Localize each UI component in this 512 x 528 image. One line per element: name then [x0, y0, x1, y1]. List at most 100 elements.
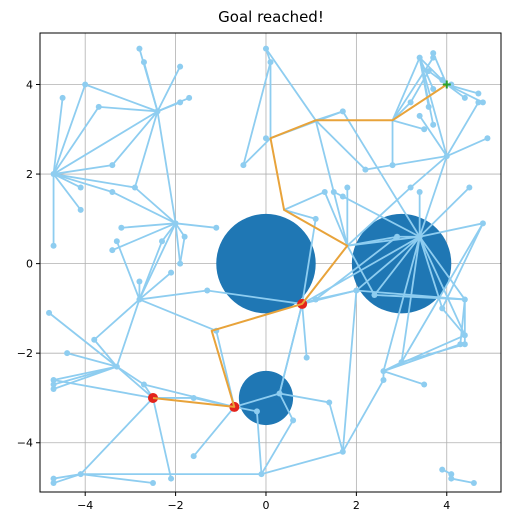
tree-node-point [339, 448, 346, 455]
tree-node-point [177, 99, 184, 106]
tree-node-point [181, 233, 188, 240]
tree-edge [418, 222, 484, 238]
tree-node-point [380, 368, 387, 375]
tree-edge [120, 222, 177, 229]
plot-area: −4 −2 0 2 4 −4 −2 0 2 4 [17, 32, 502, 512]
y-tick-label: −4 [17, 437, 33, 450]
tree-node-point [425, 68, 432, 75]
tree-edge [52, 97, 64, 175]
tree-edge [418, 235, 466, 301]
tree-edge [111, 222, 177, 252]
tree-edge [66, 352, 118, 368]
tree-node-point [109, 162, 116, 169]
tree-node-point [430, 54, 437, 61]
tree-node-point [136, 296, 143, 303]
tree-edge [134, 110, 159, 189]
tree-edge [314, 289, 358, 301]
tree-edge [382, 235, 421, 372]
solution-path-line [152, 83, 448, 408]
tree-edge [256, 410, 263, 475]
tree-node-point [50, 480, 57, 487]
tree-edge [48, 311, 118, 368]
tree-node-point [258, 471, 265, 478]
tree-node-point [448, 81, 455, 88]
tree-edge [260, 450, 344, 475]
tree-edge [242, 137, 272, 167]
tree-edge [391, 119, 426, 131]
tree-node-point [50, 377, 57, 384]
tree-edge [314, 119, 367, 171]
tree-edge [156, 110, 177, 225]
tree-node-point [470, 480, 477, 487]
tree-edge [301, 217, 317, 305]
tree-node-point [380, 377, 387, 384]
obstacle-circle [351, 213, 452, 314]
tree-node-point [149, 480, 156, 487]
tree-edge [283, 208, 317, 220]
tree-node-point [276, 390, 283, 397]
tree-edge [115, 240, 141, 301]
tree-node-point [312, 215, 319, 222]
tree-node-point [140, 381, 147, 388]
tree-edge [400, 343, 466, 364]
tree-node-point [475, 90, 482, 97]
tree-edge [52, 83, 87, 175]
tree-edge [373, 235, 421, 296]
tree-edge [364, 155, 448, 171]
tree-edges [48, 47, 489, 484]
tree-node-point [59, 94, 66, 101]
tree-node-point [421, 381, 428, 388]
tree-node-point [479, 220, 486, 227]
tree-node-point [140, 59, 147, 66]
tree-node-point [439, 466, 446, 473]
tree-node-point [303, 354, 310, 361]
tree-node-point [353, 287, 360, 294]
x-tick-label: 2 [353, 499, 360, 512]
tree-edge [192, 406, 236, 458]
tree-edge [115, 298, 141, 368]
tree-edge [52, 173, 114, 193]
plot-content [46, 45, 491, 487]
tree-edge [341, 195, 421, 238]
tree-edge [409, 155, 448, 189]
tree-edge [418, 56, 448, 158]
tree-edge [400, 235, 421, 364]
tree-edge [341, 289, 358, 453]
tree-edge [134, 186, 177, 225]
tree-edge [84, 83, 159, 113]
tree-edge [445, 101, 480, 158]
tree-edge [382, 370, 426, 386]
tree-edge [418, 235, 466, 337]
tree-edge [441, 222, 484, 310]
tree-edge [138, 240, 163, 301]
x-tick-label: −2 [167, 499, 183, 512]
tree-edge [278, 392, 294, 422]
tree-edge [93, 338, 118, 368]
tree-node-point [430, 121, 437, 128]
tree-node-point [131, 184, 138, 191]
tree-node-point [407, 184, 414, 191]
tree-node-point [262, 45, 269, 52]
tree-edge [346, 186, 412, 247]
x-tick-label: 4 [443, 499, 450, 512]
tree-edge [174, 222, 218, 229]
tree-node-point [77, 184, 84, 191]
tree-node-point [159, 238, 166, 245]
tree-node-point [430, 50, 437, 57]
tree-node-point [416, 112, 423, 119]
tree-node-point [50, 386, 57, 393]
tree-node-point [190, 394, 197, 401]
tree-node-point [177, 260, 184, 267]
tree-node-point [461, 94, 468, 101]
tree-edge [314, 119, 335, 193]
tree-node-point [475, 99, 482, 106]
tree-edge [111, 191, 177, 225]
tree-edge [79, 397, 154, 475]
tree-node-point [439, 77, 446, 84]
tree-edge [450, 477, 475, 484]
tree-node-point [50, 242, 57, 249]
tree-node-point [339, 193, 346, 200]
tree-node-point [113, 363, 120, 370]
tree-edge [52, 164, 114, 175]
y-tick-label: 4 [26, 78, 33, 91]
